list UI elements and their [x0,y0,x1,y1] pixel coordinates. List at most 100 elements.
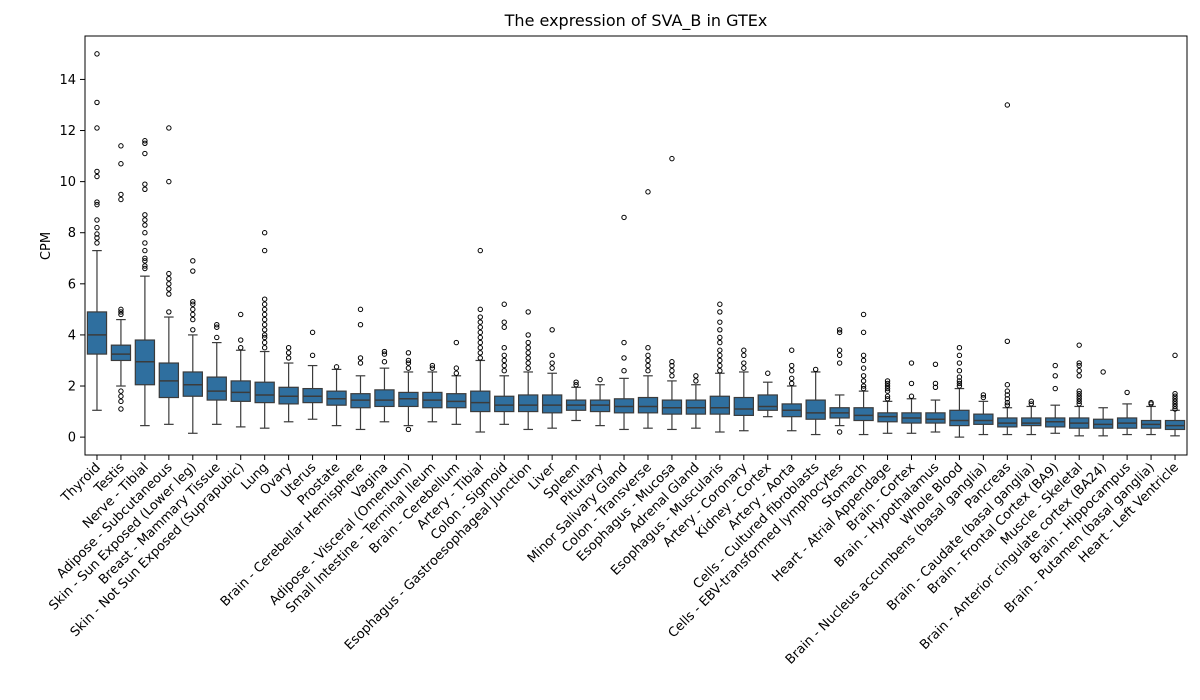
outlier-point [525,350,531,356]
outlier-point [549,360,555,366]
box-28 [757,370,778,418]
outlier-point [238,344,244,351]
box-iqr [541,394,563,414]
y-axis: 0 2 4 6 8 10 12 14 [59,73,85,446]
outlier-point [357,360,364,366]
box-iqr [805,399,826,420]
outlier-point [860,378,867,384]
outlier-point [1004,392,1011,398]
outlier-point [1124,389,1130,396]
outlier-point [94,224,100,231]
outlier-point [94,125,100,131]
outlier-point [1172,406,1178,412]
box-iqr [709,395,731,415]
outlier-point [501,301,507,307]
box-4 [182,258,203,434]
outlier-point [381,348,388,355]
box-35 [925,361,946,433]
outlier-point [860,357,867,364]
outlier-point [789,367,795,374]
outlier-point [956,383,963,389]
outlier-point [956,352,963,359]
outlier-point [621,214,627,221]
outlier-point [717,339,723,346]
outlier-point [717,301,723,307]
box-iqr [518,394,539,413]
outlier-point [405,426,412,433]
outlier-point [94,173,100,180]
outlier-point [142,212,148,218]
outlier-point [142,258,148,264]
outlier-point [142,138,148,144]
outlier-point [405,350,412,356]
outlier-point [836,347,843,353]
box-iqr [494,395,515,413]
outlier-point [884,378,891,384]
outlier-point [477,344,483,351]
box-26 [709,301,731,433]
outlier-point [717,309,723,315]
outlier-point [477,324,483,330]
outlier-point [1076,388,1082,394]
box-iqr [1021,417,1042,427]
outlier-point [525,344,531,351]
box-30 [805,366,826,436]
outlier-point [94,231,100,237]
outlier-point [908,393,915,399]
box-11 [350,306,371,431]
outlier-point [1172,398,1178,405]
outlier-point [166,270,172,277]
box-19 [541,327,563,429]
outlier-point [1172,401,1178,407]
outlier-point [190,268,196,274]
outlier-point [573,379,579,385]
box-9 [302,329,323,420]
outlier-point [166,309,172,315]
box-iqr [733,396,754,416]
box-22 [613,214,635,431]
outlier-point [477,306,483,313]
outlier-point [525,355,531,361]
outlier-point [789,362,795,369]
outlier-point [261,316,268,323]
outlier-point [836,352,843,359]
outlier-point [118,393,124,399]
outlier-point [261,327,268,333]
outlier-point [453,365,460,371]
outlier-point [94,51,100,57]
outlier-point [836,327,843,333]
y-tick-label: 2 [68,380,76,395]
outlier-point [142,150,148,157]
outlier-point [118,191,124,198]
box-25 [685,373,707,429]
outlier-point [261,230,268,236]
outlier-point [1076,367,1082,374]
outlier-point [94,199,100,205]
outlier-point [884,388,891,394]
box-iqr [230,380,251,402]
outlier-point [501,319,507,325]
outlier-point [142,181,148,187]
outlier-point [190,306,196,313]
outlier-point [214,322,220,328]
outlier-point [860,352,867,359]
outlier-point [573,382,579,388]
outlier-point [477,339,483,346]
outlier-point [645,362,651,369]
outlier-point [1004,402,1011,408]
outlier-point [789,347,795,353]
y-tick-label: 6 [68,277,76,292]
outlier-point [669,367,675,374]
outlier-point [142,140,148,147]
outlier-point [669,359,675,365]
outlier-point [836,329,843,336]
outlier-point [261,334,268,341]
outlier-point [501,324,507,330]
box-23 [637,189,659,429]
outlier-point [190,316,196,323]
outlier-point [956,374,963,380]
outlier-point [477,329,483,336]
outlier-point [142,230,148,236]
outlier-point [1076,362,1082,369]
